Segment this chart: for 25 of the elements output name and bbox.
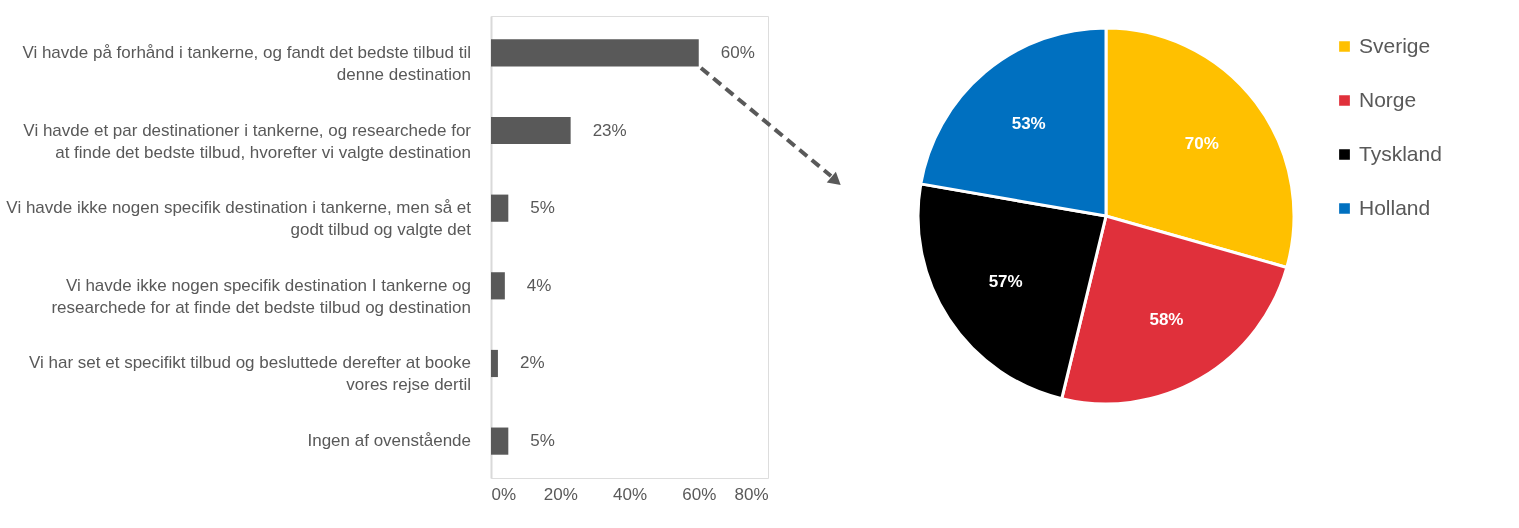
data-label: 2% [519, 353, 545, 373]
x-tick-label: 0% [491, 484, 517, 504]
data-label: 60% [720, 42, 755, 62]
legend-label: Holland [1359, 195, 1431, 219]
y-tick-label: Vi har set et specifikt tilbud og besluttede derefter at booke vores rejse dertil [29, 353, 471, 395]
data-label: 58% [1149, 309, 1184, 329]
legend-label: Tyskland [1359, 141, 1442, 165]
data-label: 53% [1011, 114, 1046, 134]
y-tick-label: Vi havde et par destinationer i tankerne, og researchede for at finde det bedste tilbud, hvorefter vi valgte destination [23, 120, 472, 162]
y-tick-label: Vi havde ikke nogen specifik destination i tankerne, men så et godt tilbud og valgte det [6, 198, 472, 240]
x-tick-label: 60% [682, 484, 717, 504]
y-tick-label: Vi havde på forhånd i tankerne, og fandt det bedste tilbud til denne destination [22, 42, 471, 84]
x-tick-label: 20% [543, 484, 578, 504]
legend-label: Sverige [1359, 33, 1431, 57]
data-label: 23% [592, 120, 627, 140]
data-label: 5% [530, 431, 555, 451]
y-tick-label: Vi havde ikke nogen specifik destination I tankerne og researchede for at finde det bedste tilbud og destination [51, 275, 471, 317]
data-label: 70% [1184, 133, 1219, 153]
x-tick-label: 80% [734, 484, 769, 504]
data-label: 57% [988, 271, 1023, 291]
data-label: 4% [526, 275, 552, 295]
legend-label: Norge [1359, 87, 1417, 111]
x-tick-label: 40% [612, 484, 648, 504]
y-tick-label: Ingen af ovenstående [307, 431, 471, 451]
data-label: 5% [530, 198, 555, 218]
